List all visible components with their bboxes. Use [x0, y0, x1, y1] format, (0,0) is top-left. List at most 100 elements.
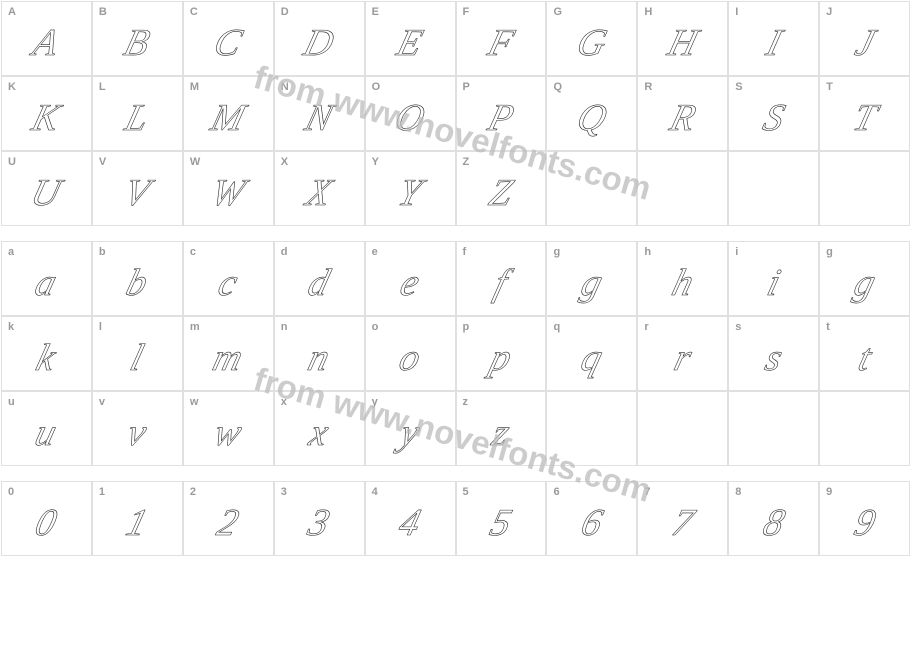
glyph-cell: SS [728, 76, 819, 151]
glyph-cell: XX [274, 151, 365, 226]
glyph-cell: 00 [1, 481, 92, 556]
glyph-cell: WW [183, 151, 274, 226]
glyph-cell: ii [728, 241, 819, 316]
cell-glyph: R [666, 98, 699, 136]
cell-label: K [8, 81, 16, 93]
glyph-cell: UU [1, 151, 92, 226]
glyph-cell: qq [546, 316, 637, 391]
cell-label: 5 [463, 486, 469, 498]
cell-glyph: x [306, 413, 333, 451]
cell-label: R [644, 81, 652, 93]
cell-label: C [190, 6, 198, 18]
glyph-cell: HH [637, 1, 728, 76]
cell-label: A [8, 6, 16, 18]
glyph-cell: TT [819, 76, 910, 151]
cell-label: H [644, 6, 652, 18]
glyph-cell: EE [365, 1, 456, 76]
cell-glyph: 8 [759, 503, 788, 541]
cell-glyph: 2 [214, 503, 243, 541]
cell-glyph: p [486, 338, 515, 376]
cell-glyph: v [124, 413, 151, 451]
glyph-cell: QQ [546, 76, 637, 151]
cell-glyph: O [391, 98, 429, 136]
glyph-row: uuvvwwxxyyzz [1, 391, 910, 466]
cell-glyph: D [300, 23, 338, 61]
cell-glyph: K [29, 98, 65, 136]
empty-cell [819, 151, 910, 226]
glyph-cell: II [728, 1, 819, 76]
glyph-cell: gg [546, 241, 637, 316]
cell-label: 8 [735, 486, 741, 498]
cell-label: m [190, 321, 200, 333]
cell-label: 1 [99, 486, 105, 498]
cell-label: i [735, 246, 738, 258]
cell-label: g [826, 246, 833, 258]
cell-label: s [735, 321, 741, 333]
glyph-cell: 33 [274, 481, 365, 556]
cell-label: G [553, 6, 562, 18]
glyph-cell: dd [274, 241, 365, 316]
glyph-row: aabbccddeeffgghhiigg [1, 241, 910, 316]
cell-glyph: I [762, 23, 785, 61]
glyph-cell: xx [274, 391, 365, 466]
glyph-cell: gg [819, 241, 910, 316]
cell-glyph: u [32, 413, 61, 451]
glyph-cell: YY [365, 151, 456, 226]
cell-glyph: F [484, 23, 517, 61]
cell-label: M [190, 81, 199, 93]
glyph-cell: pp [456, 316, 547, 391]
glyph-cell: NN [274, 76, 365, 151]
cell-glyph: s [761, 338, 786, 376]
glyph-row: UUVVWWXXYYZZ [1, 151, 910, 226]
cell-label: d [281, 246, 288, 258]
cell-glyph: 1 [123, 503, 152, 541]
glyph-cell: FF [456, 1, 547, 76]
cell-label: N [281, 81, 289, 93]
glyph-cell: 88 [728, 481, 819, 556]
cell-glyph: g [850, 263, 879, 301]
glyph-cell: 11 [92, 481, 183, 556]
cell-glyph: N [301, 98, 337, 136]
cell-label: 3 [281, 486, 287, 498]
cell-label: J [826, 6, 832, 18]
cell-glyph: t [854, 338, 875, 376]
glyph-cell: yy [365, 391, 456, 466]
cell-glyph: E [393, 23, 426, 61]
cell-glyph: m [209, 338, 247, 376]
cell-glyph: h [668, 263, 697, 301]
glyph-cell: 66 [546, 481, 637, 556]
cell-label: I [735, 6, 738, 18]
cell-label: c [190, 246, 196, 258]
cell-glyph: H [664, 23, 702, 61]
cell-label: 0 [8, 486, 14, 498]
cell-glyph: q [577, 338, 606, 376]
glyph-row: 00112233445566778899 [1, 481, 910, 556]
cell-glyph: T [849, 98, 880, 136]
cell-glyph: Z [485, 173, 516, 211]
cell-label: y [372, 396, 378, 408]
glyph-cell: AA [1, 1, 92, 76]
cell-label: L [99, 81, 106, 93]
cell-glyph: z [488, 413, 513, 451]
glyph-cell: vv [92, 391, 183, 466]
cell-label: w [190, 396, 199, 408]
cell-label: W [190, 156, 200, 168]
cell-glyph: g [577, 263, 606, 301]
glyph-cell: JJ [819, 1, 910, 76]
glyph-cell: PP [456, 76, 547, 151]
glyph-cell: 77 [637, 481, 728, 556]
empty-cell [819, 391, 910, 466]
empty-cell [728, 151, 819, 226]
glyph-cell: hh [637, 241, 728, 316]
cell-glyph: 3 [305, 503, 334, 541]
empty-cell [728, 391, 819, 466]
glyph-cell: aa [1, 241, 92, 316]
cell-label: r [644, 321, 648, 333]
cell-label: 7 [644, 486, 650, 498]
cell-glyph: A [30, 23, 63, 61]
cell-glyph: B [121, 23, 154, 61]
glyph-cell: BB [92, 1, 183, 76]
cell-glyph: f [491, 263, 512, 301]
cell-glyph: c [215, 263, 242, 301]
cell-glyph: X [302, 173, 335, 211]
